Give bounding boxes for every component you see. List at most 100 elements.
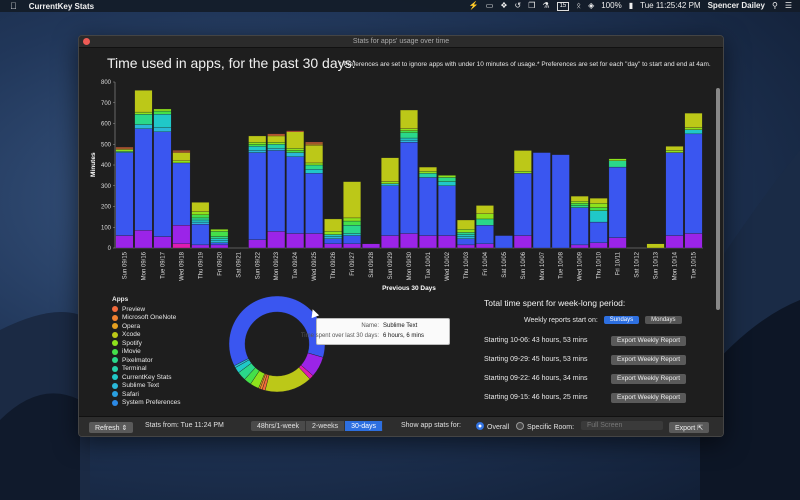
bar-segment[interactable] bbox=[475, 243, 494, 249]
bar-segment[interactable] bbox=[210, 240, 229, 243]
bar-segment[interactable] bbox=[248, 135, 267, 143]
bar-segment[interactable] bbox=[457, 232, 475, 235]
bar-segment[interactable] bbox=[153, 131, 172, 237]
bar-segment[interactable] bbox=[665, 146, 684, 151]
bar-segment[interactable] bbox=[134, 114, 153, 125]
bar-segment[interactable] bbox=[400, 142, 418, 234]
bar-segment[interactable] bbox=[400, 132, 418, 139]
bar-segment[interactable] bbox=[381, 235, 399, 249]
bar-segment[interactable] bbox=[286, 150, 305, 153]
bolt-icon[interactable]: ⚡ bbox=[468, 1, 479, 10]
bar-segment[interactable] bbox=[210, 229, 229, 232]
bar-segment[interactable] bbox=[343, 235, 361, 245]
bar-segment[interactable] bbox=[400, 139, 418, 143]
bar-segment[interactable] bbox=[115, 148, 134, 150]
bar-segment[interactable] bbox=[608, 237, 627, 249]
bar-segment[interactable] bbox=[115, 151, 134, 153]
bar-segment[interactable] bbox=[570, 205, 589, 208]
bar-segment[interactable] bbox=[172, 160, 191, 164]
bar-segment[interactable] bbox=[134, 90, 153, 113]
bar-segment[interactable] bbox=[513, 150, 532, 172]
bar-segment[interactable] bbox=[172, 152, 191, 162]
bar-segment[interactable] bbox=[665, 150, 684, 153]
export-weekly-report-button[interactable]: Export Weekly Report bbox=[611, 335, 687, 346]
bar-segment[interactable] bbox=[267, 133, 286, 136]
donut-slice[interactable] bbox=[228, 295, 326, 367]
bar-segment[interactable] bbox=[172, 150, 191, 152]
bar-segment[interactable] bbox=[286, 130, 305, 132]
bar-segment[interactable] bbox=[286, 148, 305, 151]
bar-segment[interactable] bbox=[419, 177, 437, 236]
bar-segment[interactable] bbox=[400, 137, 418, 141]
bar-segment[interactable] bbox=[684, 133, 703, 234]
bar-segment[interactable] bbox=[248, 144, 267, 147]
bar-segment[interactable] bbox=[608, 166, 627, 238]
bar-segment[interactable] bbox=[570, 201, 589, 204]
battery-percent[interactable]: 100% bbox=[601, 1, 622, 10]
bar-segment[interactable] bbox=[134, 128, 153, 231]
bar-segment[interactable] bbox=[305, 173, 324, 234]
wifi-icon[interactable]: ◈ bbox=[588, 1, 595, 10]
bar-segment[interactable] bbox=[551, 154, 570, 249]
bar-segment[interactable] bbox=[343, 181, 361, 219]
bar-segment[interactable] bbox=[475, 213, 494, 220]
bar-segment[interactable] bbox=[589, 203, 608, 208]
bar-segment[interactable] bbox=[210, 244, 229, 249]
bar-segment[interactable] bbox=[191, 223, 210, 246]
bar-segment[interactable] bbox=[438, 235, 456, 249]
bar-segment[interactable] bbox=[475, 218, 494, 226]
bar-segment[interactable] bbox=[153, 236, 172, 249]
bar-segment[interactable] bbox=[153, 114, 172, 128]
bar-segment[interactable] bbox=[267, 135, 286, 143]
bar-segment[interactable] bbox=[684, 112, 703, 128]
bar-segment[interactable] bbox=[153, 127, 172, 132]
bar-segment[interactable] bbox=[153, 108, 172, 112]
bar-segment[interactable] bbox=[362, 243, 380, 249]
range-2weeks-button[interactable]: 2-weeks bbox=[306, 421, 346, 431]
bar-segment[interactable] bbox=[305, 169, 324, 174]
bar-segment[interactable] bbox=[343, 220, 361, 226]
calendar-badge[interactable]: 15 bbox=[556, 1, 570, 11]
bar-segment[interactable] bbox=[210, 236, 229, 239]
bar-segment[interactable] bbox=[286, 156, 305, 234]
bar-segment[interactable] bbox=[381, 185, 399, 236]
bar-segment[interactable] bbox=[210, 238, 229, 241]
bar-segment[interactable] bbox=[684, 129, 703, 135]
bar-segment[interactable] bbox=[267, 148, 286, 151]
bar-segment[interactable] bbox=[438, 177, 456, 182]
app-menu-name[interactable]: CurrentKey Stats bbox=[22, 1, 94, 11]
battery-icon[interactable]: ▮ bbox=[628, 1, 634, 10]
bar-segment[interactable] bbox=[570, 207, 589, 246]
bar-segment[interactable] bbox=[305, 162, 324, 166]
bar-segment[interactable] bbox=[305, 164, 324, 170]
bar-segment[interactable] bbox=[267, 134, 286, 137]
bar-segment[interactable] bbox=[570, 195, 589, 202]
sundays-button[interactable]: Sundays bbox=[603, 316, 640, 324]
bar-segment[interactable] bbox=[570, 244, 589, 249]
bar-segment[interactable] bbox=[191, 211, 210, 215]
mondays-button[interactable]: Mondays bbox=[645, 316, 682, 324]
bar-segment[interactable] bbox=[115, 235, 134, 249]
bar-segment[interactable] bbox=[134, 230, 153, 249]
bar-segment[interactable] bbox=[419, 235, 437, 249]
bar-segment[interactable] bbox=[457, 234, 475, 237]
bar-segment[interactable] bbox=[646, 243, 665, 249]
notification-center-icon[interactable]: ☰ bbox=[784, 1, 792, 10]
bar-segment[interactable] bbox=[248, 239, 267, 249]
bar-segment[interactable] bbox=[305, 142, 324, 144]
menu-clock[interactable]: Tue 11:25:42 PM bbox=[640, 1, 701, 10]
refresh-button[interactable]: Refresh ⇕ bbox=[89, 422, 134, 433]
bar-segment[interactable] bbox=[115, 149, 134, 152]
bar-segment[interactable] bbox=[438, 181, 456, 186]
bar-segment[interactable] bbox=[608, 160, 627, 168]
bar-segment[interactable] bbox=[305, 144, 324, 146]
bar-segment[interactable] bbox=[475, 205, 494, 214]
bar-segment[interactable] bbox=[475, 225, 494, 245]
bar-segment[interactable] bbox=[343, 233, 361, 236]
range-48hrs-button[interactable]: 48hrs/1-week bbox=[251, 421, 307, 431]
bar-segment[interactable] bbox=[248, 142, 267, 145]
bar-segment[interactable] bbox=[324, 231, 343, 235]
copy-icon[interactable]: ❐ bbox=[528, 1, 536, 10]
bar-segment[interactable] bbox=[153, 110, 172, 115]
bar-segment[interactable] bbox=[343, 217, 361, 222]
